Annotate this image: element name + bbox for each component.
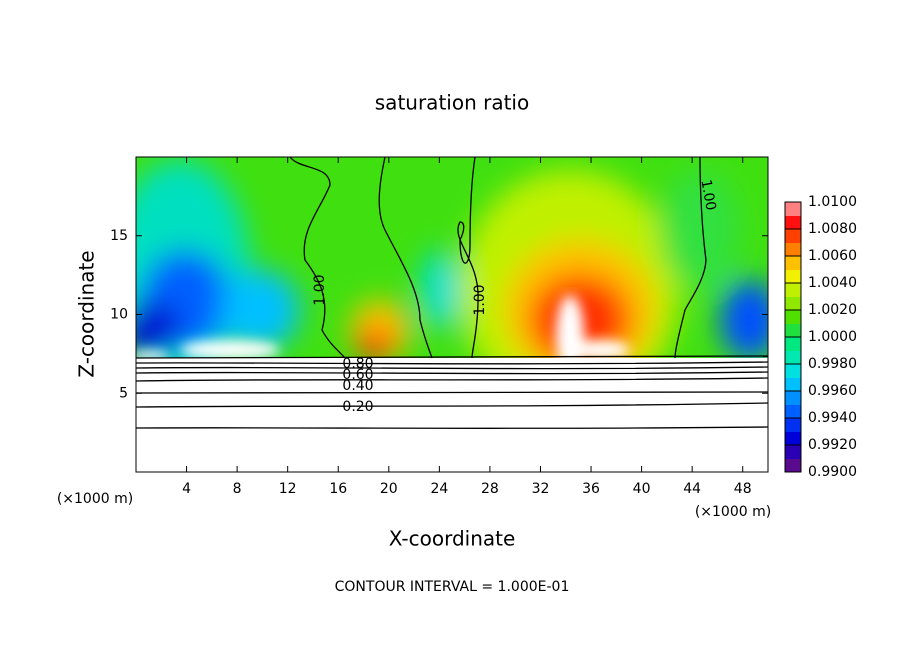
colorbar-band: [785, 229, 801, 243]
colorbar-label: 1.0020: [808, 302, 857, 318]
x-tick-label: 40: [633, 481, 651, 497]
colorbar-label: 0.9920: [808, 437, 857, 453]
colorbar-label: 1.0000: [808, 329, 857, 345]
chart-title: saturation ratio: [375, 91, 529, 115]
colorbar-band: [785, 242, 801, 257]
colorbar-band: [785, 337, 801, 351]
contour-label: 0.80: [342, 356, 373, 372]
field: [136, 157, 768, 358]
colorbar-band: [785, 283, 801, 297]
colorbar-band: [785, 350, 801, 365]
colorbar-band: [785, 391, 801, 405]
x-tick-label: 20: [380, 481, 398, 497]
x-tick-label: 4: [182, 481, 191, 497]
contour-label: 1.00: [697, 178, 718, 211]
contour-label: 0.20: [342, 399, 373, 415]
x-tick-label: 36: [582, 481, 600, 497]
colorbar-band: [785, 310, 801, 324]
x-tick-label: 32: [532, 481, 550, 497]
contour-lines: [135, 156, 769, 430]
colorbar-band: [785, 323, 801, 338]
x-tick-label: 48: [734, 481, 752, 497]
x-tick-label: 28: [481, 481, 499, 497]
colorbar-band: [785, 202, 801, 216]
colorbar-band: [785, 296, 801, 311]
colorbar-band: [785, 377, 801, 392]
colorbar-band: [785, 256, 801, 270]
colorbar-label: 1.0080: [808, 221, 857, 237]
x-unit: (×1000 m): [57, 491, 133, 507]
y-tick-label: 5: [119, 385, 128, 401]
footer: CONTOUR INTERVAL = 1.000E-01: [335, 579, 570, 595]
x-tick-label: 16: [329, 481, 347, 497]
x-tick-label: 8: [233, 481, 242, 497]
colorbar-band: [785, 364, 801, 378]
contour-label: 0.40: [342, 378, 373, 394]
colorbar-band: [785, 458, 801, 473]
x-unit: (×1000 m): [695, 504, 771, 520]
colorbar-band: [785, 269, 801, 284]
y-tick-label: 15: [110, 228, 128, 244]
colorbar-label: 1.0040: [808, 275, 857, 291]
y-tick-label: 10: [110, 307, 128, 323]
colorbar-label: 0.9900: [808, 464, 857, 480]
x-axis-label: X-coordinate: [389, 527, 516, 551]
colorbar-band: [785, 404, 801, 419]
colorbar-label: 0.9940: [808, 410, 857, 426]
x-tick-label: 44: [683, 481, 701, 497]
colorbar-label: 1.0060: [808, 248, 857, 264]
x-tick-label: 24: [430, 481, 448, 497]
colorbar-label: 1.0100: [808, 194, 857, 210]
colorbar-band: [785, 418, 801, 432]
contour-label: 0.60: [342, 367, 373, 383]
colorbar-label: 0.9980: [808, 356, 857, 372]
contour-label: 1.00: [472, 284, 488, 315]
contour-labels: 1.00 1.00 1.00 0.80 0.60 0.40 0.20: [312, 178, 719, 415]
colorbar-band: [785, 431, 801, 446]
contour-label: 1.00: [312, 274, 328, 305]
colorbar-band: [785, 445, 801, 459]
y-axis-label: Z-coordinate: [75, 250, 99, 377]
colorbar-label: 0.9960: [808, 383, 857, 399]
x-tick-label: 12: [279, 481, 297, 497]
colorbar-band: [785, 215, 801, 230]
